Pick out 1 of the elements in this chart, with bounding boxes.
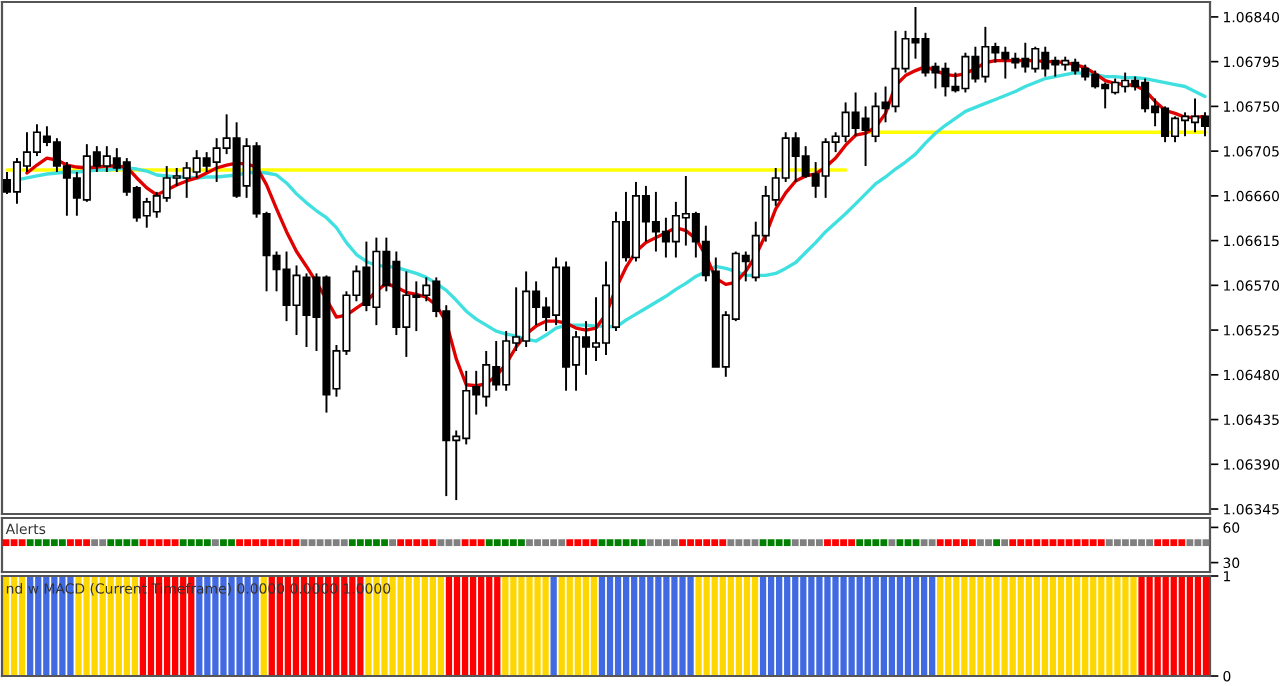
line-series — [15, 70, 1207, 343]
